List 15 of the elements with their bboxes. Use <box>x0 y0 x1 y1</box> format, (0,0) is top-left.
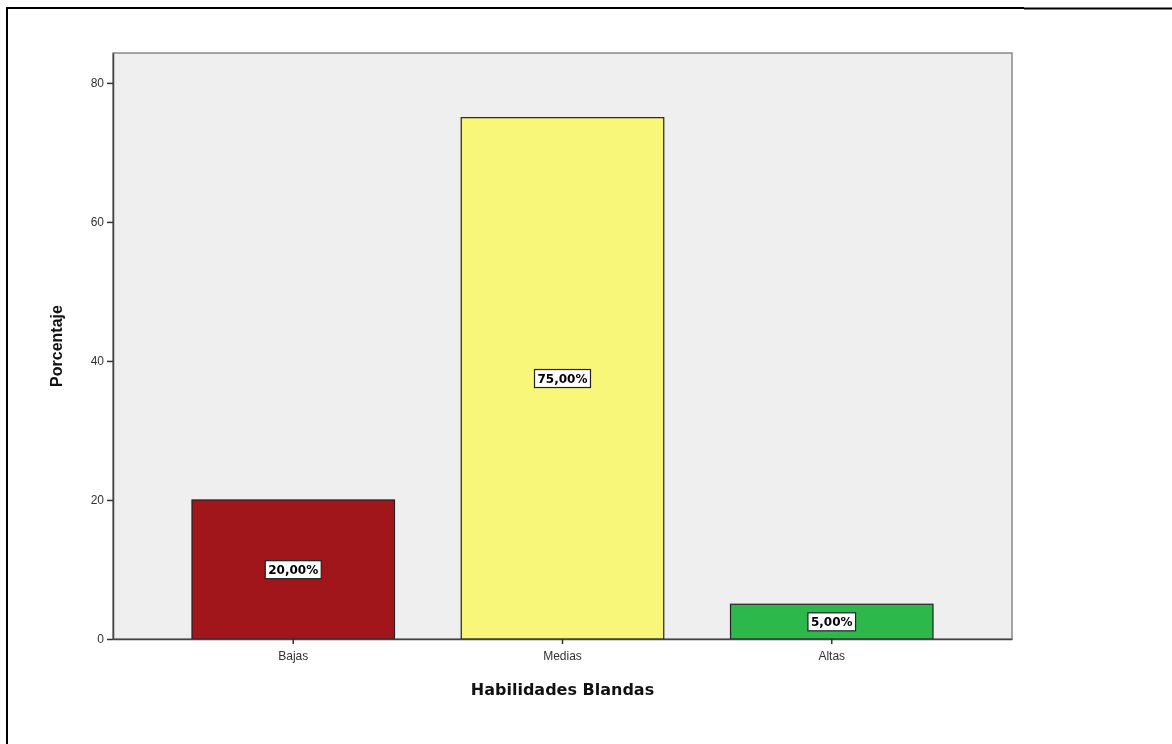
x-tick-label: Bajas <box>278 648 309 663</box>
y-axis-title: Porcentaje <box>48 304 65 387</box>
x-tick-label: Medias <box>543 648 582 663</box>
x-tick-label: Altas <box>818 648 846 663</box>
y-tick-label: 60 <box>90 215 105 230</box>
x-axis-title: Habilidades Blandas <box>470 680 655 699</box>
data-label: 20,00% <box>268 562 319 577</box>
bar <box>191 499 396 640</box>
y-tick-label: 40 <box>90 354 105 369</box>
y-tick-label: 80 <box>90 76 105 91</box>
data-label: 75,00% <box>537 371 588 386</box>
y-tick-label: 0 <box>97 632 105 647</box>
bar <box>460 117 665 640</box>
y-tick-label: 20 <box>90 493 105 508</box>
data-label: 5,00% <box>810 614 853 629</box>
